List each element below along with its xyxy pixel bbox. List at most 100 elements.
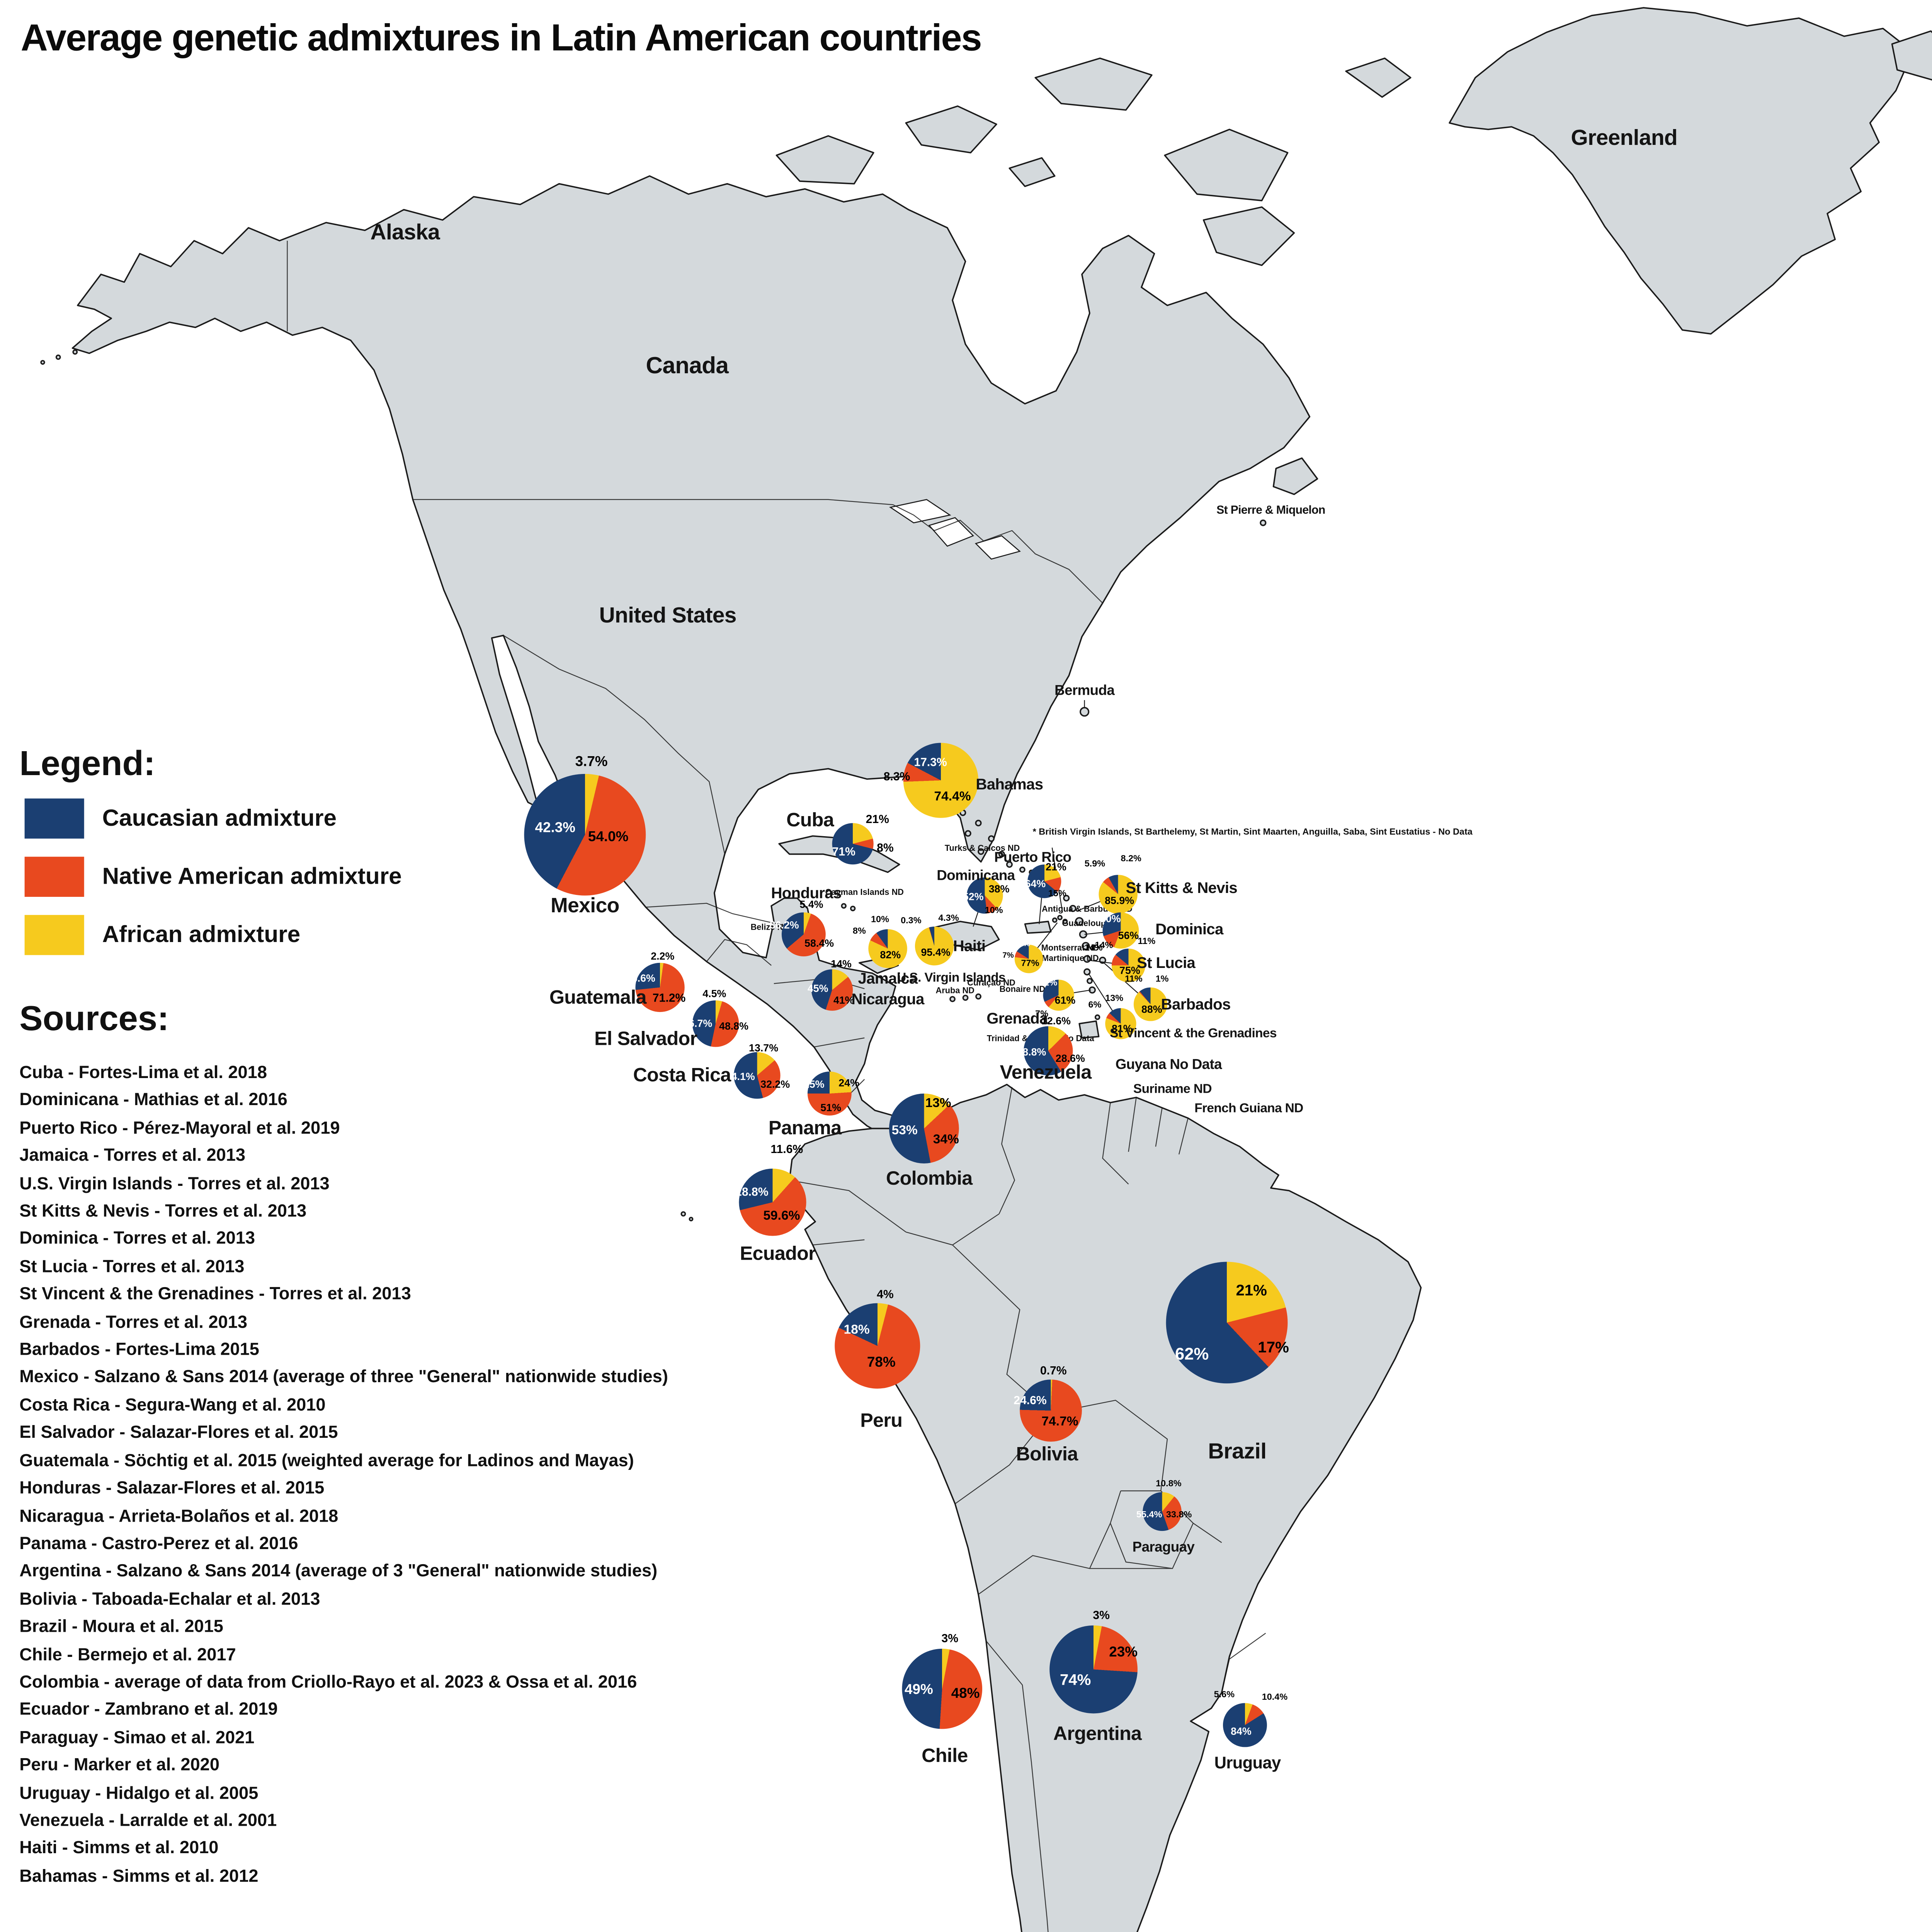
pie-value-label-peru: 18% [844,1323,870,1338]
pie-value-label-grenada: 61% [1054,994,1076,1007]
pie-dominica [1102,912,1139,949]
pie-value-label-dominica: 56% [1118,930,1139,942]
pie-value-label-el-salvador: 4.5% [702,988,726,1000]
legend-item-caucasian: Caucasian admixture [24,798,402,839]
pie-value-label-dominica: 14% [1084,944,1103,953]
pie-value-label-bolivia: 74.7% [1041,1415,1078,1430]
source-item: St Lucia - Torres et al. 2013 [19,1256,245,1276]
country-borders [287,240,1266,1932]
pie-value-label-u-s-virgin-islands: 16% [1014,940,1030,949]
pie-value-label-chile: 48% [951,1686,980,1702]
country-label-peru: Peru [860,1410,903,1432]
source-item: Paraguay - Simao et al. 2021 [19,1727,255,1747]
pie-el-salvador [692,1000,739,1047]
sources-list: Cuba - Fortes-Lima et al. 2018 Dominicana… [19,1059,668,1890]
source-item: St Vincent & the Grenadines - Torres et … [19,1284,411,1304]
pie-value-label-panama: 51% [820,1102,842,1114]
pie-value-label-puerto-rico: 21% [1046,861,1066,873]
region-label-united-states: United States [599,603,737,628]
pie-value-label-puerto-rico: 64% [1025,878,1046,890]
region-label-st-pierre-miquelon: St Pierre & Miquelon [1216,503,1325,517]
page-title: Average genetic admixtures in Latin Amer… [20,18,982,60]
pie-barbados [1133,987,1167,1021]
pie-u-s-virgin-islands [1014,944,1043,973]
country-label-argentina: Argentina [1053,1723,1142,1745]
nd-label-cayman-islands-nd: Cayman Islands ND [825,888,904,898]
pie-value-label-barbados: 88% [1141,1003,1162,1015]
region-label-greenland: Greenland [1571,125,1678,150]
pie-value-label-el-salvador: 46.7% [683,1018,713,1030]
country-label-st-lucia: St Lucia [1137,954,1196,972]
legend: Caucasian admixture Native American admi… [24,798,402,973]
pie-value-label-haiti: 4.3% [938,914,959,923]
pie-value-label-costa-rica: 13.7% [749,1042,779,1054]
pie-value-label-bolivia: 0.7% [1040,1364,1067,1377]
pie-st-kitts-nevis [1099,875,1138,914]
pie-value-label-mexico: 54.0% [588,829,629,845]
pie-value-label-jamaica: 82% [880,949,901,961]
pie-value-label-nicaragua: 45% [807,983,828,995]
pie-chile [902,1648,983,1729]
pie-value-label-guatemala: 2.2% [651,950,675,963]
pie-value-label-grenada: 32% [1039,979,1058,988]
source-item: Chile - Bermejo et al. 2017 [19,1644,236,1664]
region-label-french-guiana-nd: French Guiana ND [1194,1102,1303,1116]
pie-value-label-honduras: 5.4% [799,899,823,911]
pie-dominicana [966,877,1003,914]
pie-panama [807,1071,852,1116]
country-label-chile: Chile [922,1745,968,1767]
pie-value-label-chile: 49% [905,1682,933,1698]
pie-value-label-colombia: 13% [925,1097,951,1111]
pie-honduras [781,912,826,957]
pie-puerto-rico [1027,864,1061,898]
source-item: Bolivia - Taboada-Echalar et al. 2013 [19,1588,320,1609]
great-lakes [889,499,1021,560]
source-item: Guatemala - Söchtig et al. 2015 (weighte… [19,1450,634,1470]
country-label-colombia: Colombia [886,1168,973,1190]
source-item: Barbados - Fortes-Lima 2015 [19,1339,259,1359]
pie-haiti [915,927,954,966]
north-america-shape [71,175,1311,1145]
pie-value-label-dominicana: 38% [988,883,1010,895]
pie-value-label-paraguay: 55.4% [1136,1511,1162,1520]
african-color-swatch [24,915,84,955]
pie-mexico [524,774,646,896]
region-label-bermuda: Bermuda [1054,683,1115,699]
pie-value-label-honduras: 58.4% [804,937,834,949]
nd-label-cura-ao-nd: Curaçao ND [967,979,1015,988]
pie-value-label-uruguay: 84% [1231,1726,1252,1738]
region-label-suriname-nd: Suriname ND [1133,1082,1212,1097]
source-item: Peru - Marker et al. 2020 [19,1755,220,1775]
country-label-barbados: Barbados [1161,995,1231,1014]
source-item: St Kitts & Nevis - Torres et al. 2013 [19,1201,307,1221]
pie-value-label-argentina: 3% [1093,1609,1110,1622]
nd-label-belize-nd: Belize ND [750,923,789,933]
pie-value-label-costa-rica: 54.1% [725,1071,755,1083]
nd-label-turks-caicos-nd: Turks & Caicos ND [944,844,1020,854]
nd-label-aruba-nd: Aruba ND [935,986,975,996]
source-item: Grenada - Torres et al. 2013 [19,1311,248,1332]
pie-guatemala [635,963,685,1012]
pie-value-label-uruguay: 5.6% [1214,1690,1235,1700]
country-label-venezuela: Venezuela [1000,1062,1092,1084]
legend-label-african: African admixture [102,921,301,947]
country-label-nicaragua: Nicaragua [851,990,924,1009]
pie-value-label-venezuela: 28.6% [1055,1053,1085,1065]
nd-label-montserrat-nd: Montserrat ND [1041,944,1099,953]
pie-jamaica [868,929,907,968]
source-item: U.S. Virgin Islands - Torres et al. 2013 [19,1173,330,1193]
pie-value-label-st-lucia: 11% [1138,937,1156,947]
source-item: Panama - Castro-Perez et al. 2016 [19,1533,298,1553]
pie-value-label-dominicana: 10% [985,906,1003,916]
pie-value-label-guatemala: 71.2% [652,991,686,1004]
pie-value-label-st-lucia: 75% [1119,964,1140,976]
country-label-paraguay: Paraguay [1132,1540,1195,1556]
pie-value-label-argentina: 74% [1060,1670,1091,1689]
pie-value-label-cuba: 21% [866,813,889,826]
country-label-haiti: Haiti [953,937,986,955]
pie-value-label-haiti: 0.3% [901,917,922,926]
country-label-ecuador: Ecuador [740,1243,816,1265]
source-item: Cuba - Fortes-Lima et al. 2018 [19,1062,267,1082]
country-label-st-vincent-the-grenadines: St Vincent & the Grenadines [1110,1027,1277,1041]
